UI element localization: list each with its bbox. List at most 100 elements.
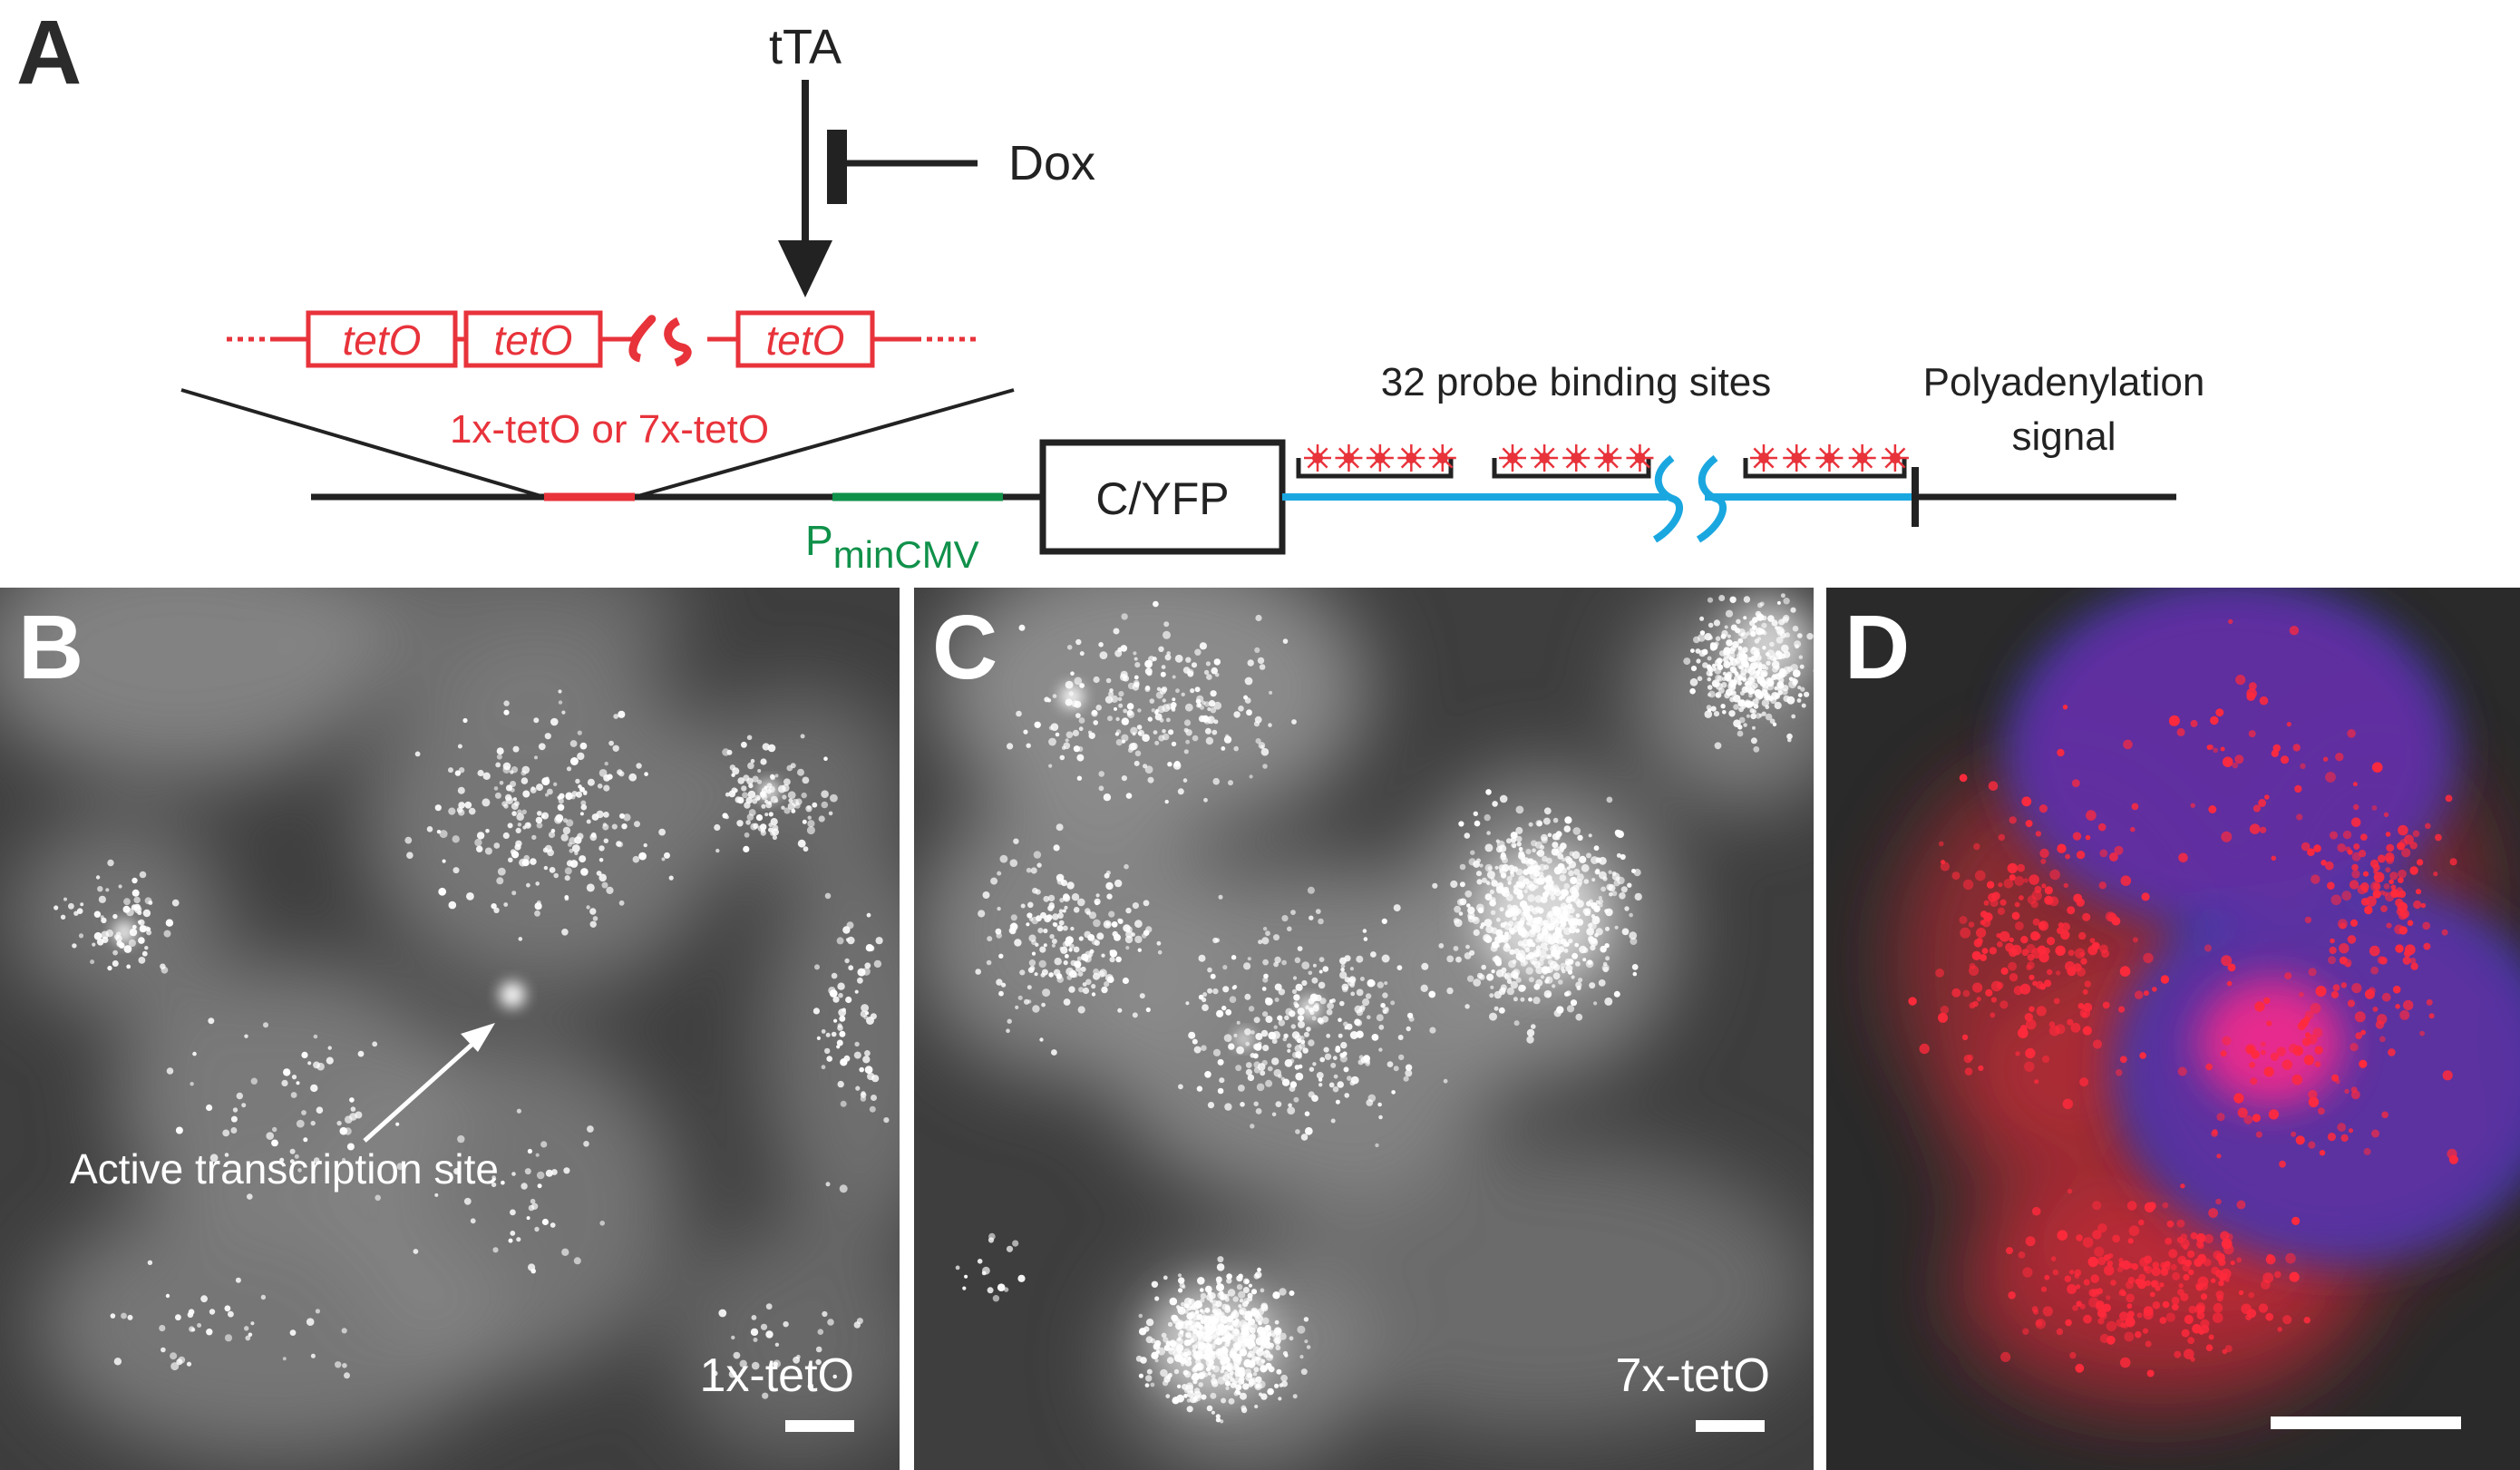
mrna-spot [1793,669,1801,677]
mrna-spot [1494,865,1499,870]
mrna-spot [175,1126,183,1134]
mrna-spot [1265,1016,1273,1023]
mrna-spot [1224,1103,1232,1111]
mrna-spot [2139,1052,2146,1059]
mrna-spot [1062,940,1069,948]
mrna-spot [1390,1000,1396,1006]
mrna-spot [190,1082,194,1086]
mrna-spot [1766,660,1771,666]
mrna-spot [1153,730,1158,735]
mrna-spot [2363,1147,2371,1155]
mrna-spot [1273,1068,1282,1077]
mrna-spot [1126,703,1134,710]
mrna-spot [1564,816,1572,824]
mrna-spot [531,834,537,841]
mrna-spot [1171,705,1176,711]
mrna-spot [998,990,1004,997]
mrna-spot [1961,1034,1969,1041]
mrna-spot [854,1041,860,1047]
mrna-spot [235,1277,241,1283]
mrna-spot [2426,998,2433,1006]
mrna-spot [1242,1383,1250,1390]
mrna-spot [1520,857,1526,863]
mrna-spot [1573,869,1581,875]
mrna-spot [2025,1047,2036,1059]
bright-spot-b2 [759,781,779,801]
mrna-spot [2076,1234,2083,1241]
mrna-spot [1213,1339,1219,1345]
mrna-spot [521,809,527,814]
mrna-spot [978,910,986,918]
mrna-spot [821,1029,826,1034]
mrna-spot [1541,836,1548,844]
mrna-spot [2034,1079,2039,1085]
mrna-spot [2020,936,2029,944]
mrna-spot [867,1072,875,1081]
mrna-spot [414,751,421,757]
mrna-spot [2335,1079,2340,1085]
mrna-spot [1774,701,1782,710]
mrna-spot [1513,888,1521,895]
mrna-spot [2174,1350,2182,1358]
mrna-spot [1484,935,1493,943]
mrna-spot [1707,693,1712,697]
mrna-spot [1528,997,1532,1002]
mrna-spot [1214,672,1220,677]
mrna-spot [875,937,883,945]
mrna-spot [90,959,95,965]
mrna-spot [1593,845,1600,852]
mrna-spot [1217,1348,1223,1354]
mrna-spot [1232,1380,1238,1386]
mrna-spot [586,905,590,910]
mrna-spot [1343,1066,1349,1073]
mrna-spot [2447,1148,2457,1159]
mrna-spot [1569,959,1573,964]
mrna-spot [1473,929,1480,936]
mrna-spot [1251,1312,1256,1317]
mrna-spot [1706,664,1712,669]
mrna-spot [1233,1329,1240,1335]
mrna-spot [1261,1317,1270,1325]
mrna-spot [2152,1301,2161,1309]
mrna-spot [1224,1332,1233,1341]
mrna-spot [1335,1047,1341,1053]
mrna-spot [2249,823,2261,834]
mrna-spot [1208,700,1216,707]
mrna-spot [569,757,579,765]
mrna-spot [1594,916,1600,920]
mrna-spot [1377,981,1385,988]
mrna-spot [2220,1050,2227,1057]
mrna-spot [485,829,490,833]
mrna-spot [1370,951,1377,958]
mrna-spot [553,782,558,786]
mrna-spot [1526,881,1534,888]
mrna-spot [316,1062,325,1071]
mrna-spot [562,826,571,835]
mrna-spot [1262,926,1268,931]
mrna-spot [1570,999,1578,1007]
mrna-spot [644,772,648,776]
operator-2-label: tetO [494,316,573,364]
mrna-spot [1999,930,2010,942]
mrna-spot [206,1104,213,1112]
mrna-spot [161,1347,166,1353]
mrna-spot [2194,1283,2201,1289]
mrna-spot [1752,682,1758,689]
mrna-spot [1247,1074,1255,1082]
mrna-spot [2131,803,2139,811]
mrna-spot [1515,977,1522,983]
mrna-spot [1765,713,1773,721]
mrna-spot [1213,701,1222,710]
mrna-spot [2288,1043,2299,1054]
mrna-spot [1491,880,1498,887]
mrna-spot [2099,849,2108,858]
mrna-spot [1534,895,1543,903]
mrna-spot [1513,948,1521,955]
mrna-spot [1089,949,1095,954]
mrna-spot [507,823,513,829]
mrna-spot [618,900,625,906]
mrna-spot [1707,597,1714,603]
mrna-spot [2127,1238,2134,1244]
mrna-spot [2029,874,2039,885]
mrna-spot [224,1153,229,1157]
